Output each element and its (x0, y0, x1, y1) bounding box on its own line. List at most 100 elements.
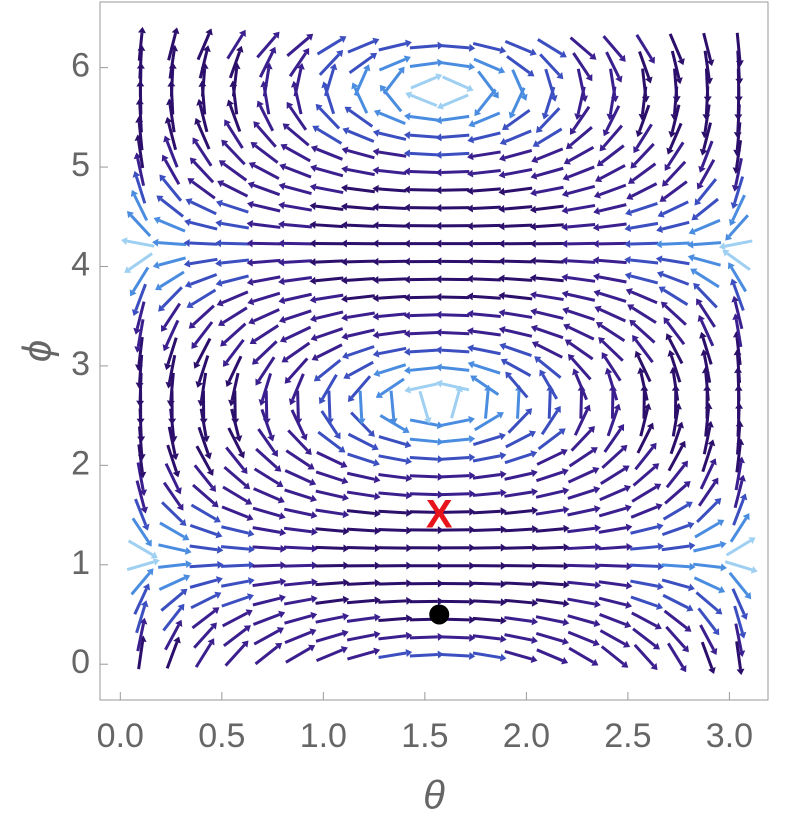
stream-arrow (127, 562, 154, 570)
stream-arrow (347, 600, 375, 602)
stream-arrow (473, 133, 500, 140)
y-tick-label: 4 (71, 245, 90, 283)
stream-arrow (253, 614, 279, 624)
stream-arrow (572, 430, 591, 450)
stream-arrow (290, 107, 306, 130)
stream-arrowhead (247, 201, 254, 209)
stream-arrow (378, 279, 406, 280)
x-tick-label: 1.5 (401, 717, 448, 755)
stream-arrow (505, 150, 532, 157)
stream-arrow (662, 580, 689, 587)
stream-arrowhead (498, 222, 504, 230)
stream-arrow (664, 290, 688, 305)
stream-arrowhead (138, 27, 146, 33)
stream-arrowhead (467, 205, 473, 213)
stream-arrow (316, 491, 343, 497)
stream-arrow (536, 547, 564, 548)
stream-arrow (410, 153, 438, 154)
stream-arrow (536, 529, 564, 532)
stream-arrow (410, 637, 438, 638)
stream-arrow (255, 469, 279, 484)
stream-arrowhead (311, 511, 318, 519)
y-tick-label: 5 (71, 146, 90, 184)
stream-arrow (284, 565, 312, 566)
stream-arrow (504, 313, 532, 317)
stream-arrow (536, 206, 564, 209)
stream-arrow (536, 329, 562, 338)
stream-arrowhead (248, 577, 255, 585)
stream-arrow (505, 454, 532, 463)
stream-arrow (581, 391, 582, 419)
stream-arrow (320, 54, 339, 74)
stream-arrowhead (215, 219, 222, 227)
stream-arrow (567, 224, 595, 227)
stream-arrow (473, 207, 501, 208)
stream-arrow (378, 171, 406, 174)
stream-arrow (478, 71, 495, 93)
stream-arrow (253, 185, 279, 195)
x-tick-label: 1.0 (300, 717, 347, 755)
stream-arrow (513, 70, 524, 96)
stream-arrowhead (467, 257, 473, 265)
stream-arrowhead (468, 416, 475, 424)
stream-arrow (316, 510, 344, 514)
stream-arrowhead (231, 419, 239, 425)
stream-arrow (221, 243, 249, 244)
stream-arrow (725, 562, 752, 570)
stream-arrow (222, 507, 248, 517)
stream-arrow (567, 261, 595, 263)
stream-arrow (473, 456, 501, 461)
stream-arrow (536, 617, 563, 623)
stream-arrow (441, 172, 469, 173)
stream-arrow (228, 35, 243, 59)
stream-arrow (600, 614, 626, 624)
stream-arrow (518, 391, 520, 419)
stream-arrow (223, 184, 248, 197)
stream-arrow (379, 133, 406, 139)
stream-arrowhead (435, 328, 441, 336)
stream-arrow (317, 452, 342, 464)
stream-arrow (441, 654, 469, 656)
stream-arrow (347, 511, 375, 514)
stream-arrow (473, 225, 501, 226)
stream-arrowhead (435, 311, 441, 319)
y-tick-label: 3 (71, 345, 90, 383)
stream-arrow (410, 655, 438, 656)
stream-arrow (441, 332, 469, 333)
stream-arrow (190, 580, 217, 587)
stream-arrow (190, 243, 218, 244)
stream-arrowhead (167, 400, 175, 406)
stream-arrow (221, 223, 249, 228)
stream-arrow (485, 391, 488, 419)
stream-arrow (442, 95, 468, 106)
stream-arrowhead (404, 276, 410, 284)
stream-arrow (347, 169, 375, 174)
stream-arrow (473, 493, 501, 496)
stream-arrowhead (657, 582, 664, 590)
stream-arrowhead (184, 260, 191, 268)
y-tick-label: 1 (71, 544, 90, 582)
stream-arrow (410, 135, 438, 137)
stream-arrow (254, 309, 280, 321)
stream-arrowhead (373, 129, 380, 137)
x-tick-label: 3.0 (706, 717, 753, 755)
stream-arrowhead (467, 292, 473, 300)
stream-arrowhead (435, 363, 441, 371)
stream-arrow (441, 637, 469, 638)
stream-arrow (378, 296, 406, 298)
stream-arrow (190, 525, 216, 534)
stream-arrow (599, 565, 627, 566)
stream-arrow (316, 329, 342, 338)
stream-arrow (599, 547, 627, 549)
stream-arrow (285, 311, 312, 320)
stream-arrow (347, 296, 375, 299)
stream-arrow (631, 203, 658, 212)
stream-arrowhead (341, 332, 348, 340)
stream-arrow (360, 391, 362, 419)
stream-arrowhead (263, 419, 271, 425)
stream-arrow (536, 472, 563, 481)
stream-arrow (260, 106, 273, 131)
stream-arrow (160, 523, 184, 537)
stream-arrow (284, 582, 312, 585)
stream-arrow (285, 632, 311, 642)
